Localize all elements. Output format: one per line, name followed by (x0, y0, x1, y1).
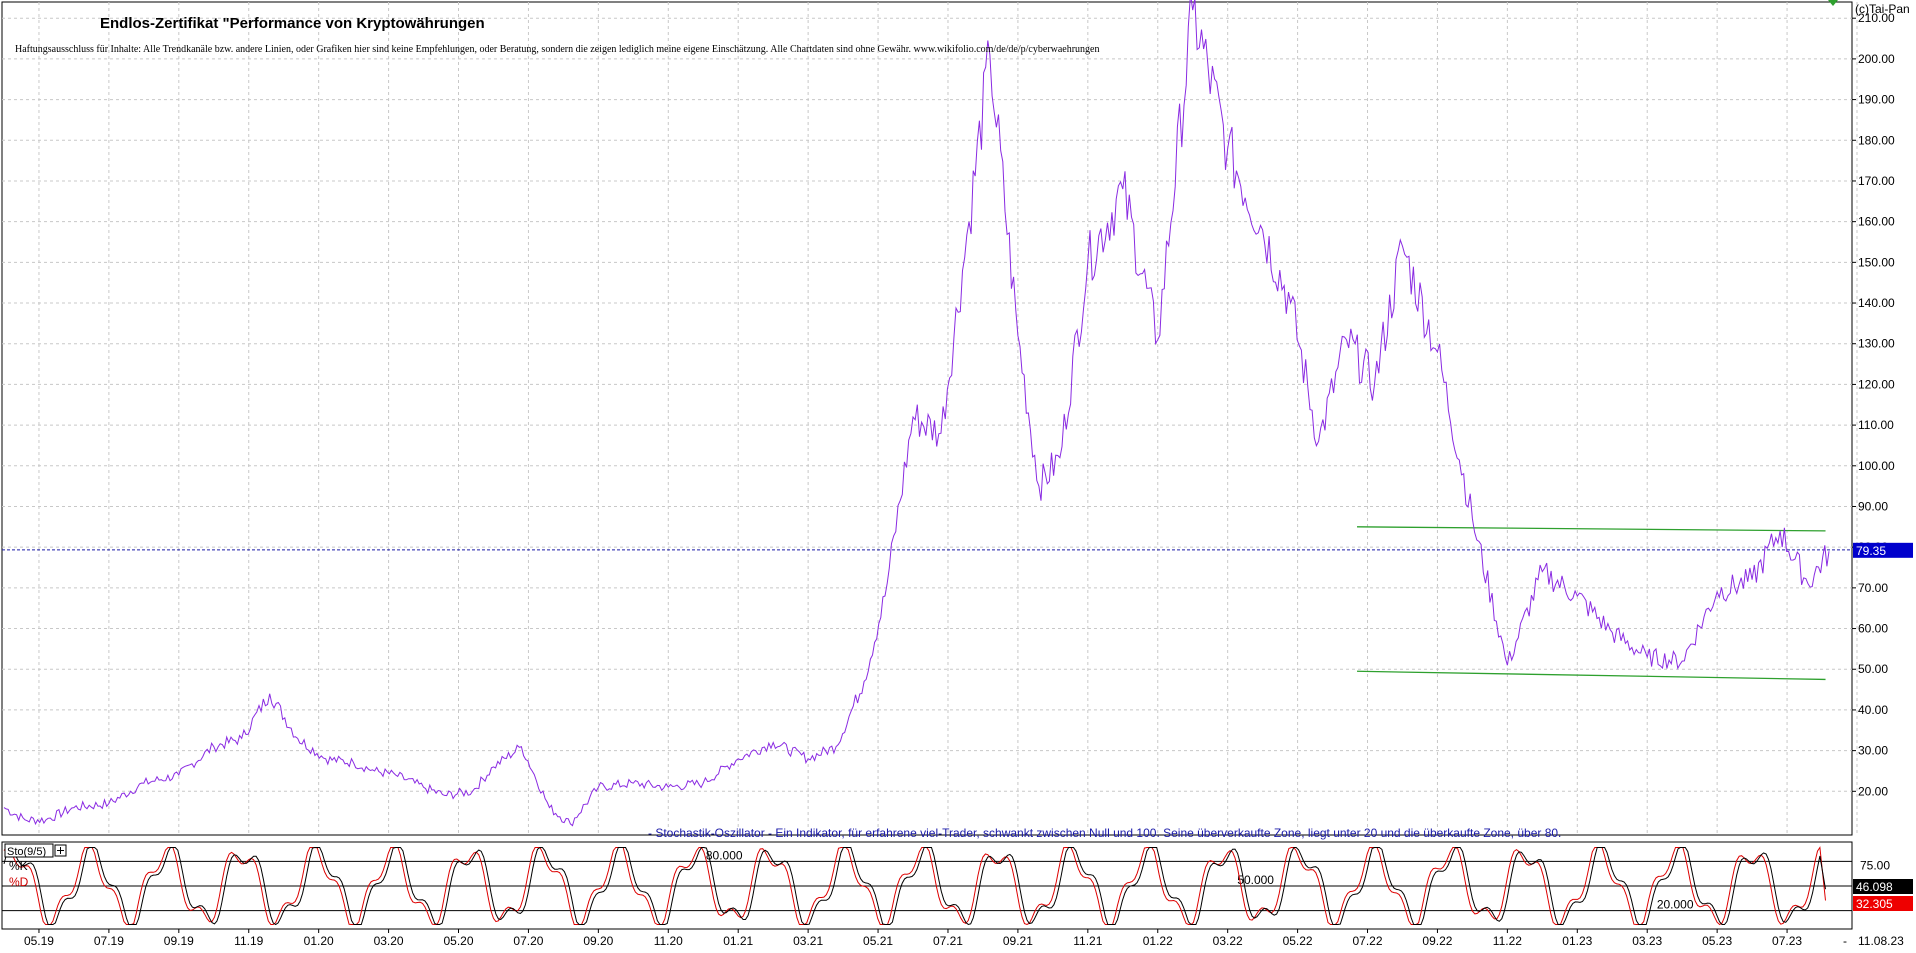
stochastic-level-label: 20.000 (1657, 898, 1694, 912)
x-tick-label: 11.22 (1493, 934, 1522, 948)
x-tick-label: 09.21 (1003, 934, 1033, 948)
indicator-label-box (4, 843, 54, 858)
channel-line (1357, 670, 1826, 681)
y-tick-label: 150.00 (1858, 255, 1895, 269)
y-tick-label: 90.00 (1858, 499, 1888, 513)
price-series-line (3, 0, 1830, 827)
x-tick-label: 07.19 (94, 934, 124, 948)
x-tick-label: 05.22 (1283, 934, 1313, 948)
x-tick-label: 03.20 (374, 934, 404, 948)
x-tick-label: 09.19 (164, 934, 194, 948)
x-tick-label: 11.20 (654, 934, 683, 948)
y-tick-label: 20.00 (1858, 784, 1888, 798)
current-price-badge-box (1853, 542, 1913, 558)
disclaimer-text: Haftungsausschluss für Inhalte: Alle Tre… (15, 44, 1100, 55)
x-tick-label: 05.23 (1702, 934, 1732, 948)
y-tick-label: 60.00 (1858, 622, 1888, 636)
y-tick-label: 140.00 (1858, 296, 1895, 310)
x-tick-label: 09.20 (583, 934, 613, 948)
x-tick-label: 07.20 (513, 934, 543, 948)
stochastic-level-label: 80.000 (706, 848, 743, 862)
chart-title: Endlos-Zertifikat "Performance von Krypt… (100, 15, 485, 32)
legend-d-label: %D (9, 875, 29, 889)
x-tick-label: 05.19 (24, 934, 54, 948)
price-panel-border (1, 1, 1853, 836)
k-value-label: 46.098 (1856, 880, 1893, 894)
trend-channel (1357, 526, 1826, 681)
channel-line (1357, 526, 1826, 532)
x-tick-label: 07.22 (1353, 934, 1383, 948)
stochastic-k-line (3, 847, 1826, 926)
y-tick-label: 70.00 (1858, 581, 1888, 595)
d-value-badge-box (1853, 896, 1913, 911)
stochastic-levels: 80.000 50.000 20.000 (2, 848, 1852, 912)
y-tick-label: 30.00 (1858, 744, 1888, 758)
k-value-badge-box (1853, 879, 1913, 894)
d-value-badge: 32.305 (1853, 896, 1913, 911)
x-tick-label: 11.21 (1073, 934, 1102, 948)
y-tick-label: 50.00 (1858, 662, 1888, 676)
current-price-label: 79.35 (1856, 544, 1886, 558)
y-tick-label: 40.00 (1858, 703, 1888, 717)
stochastic-legend: Sto(9/5) %K %D (4, 843, 67, 889)
x-tick-label: 03.23 (1632, 934, 1662, 948)
time-x-axis: 05.19 07.19 09.19 11.19 01.20 03.20 05.20 07.20… (24, 929, 1802, 948)
y-tick-label: 200.00 (1858, 52, 1895, 66)
current-price-badge: 79.35 (1853, 542, 1913, 558)
x-tick-label: 07.23 (1772, 934, 1802, 948)
k-value-badge: 46.098 (1853, 879, 1913, 894)
y-tick-label: 190.00 (1858, 93, 1895, 107)
x-tick-label: 07.21 (933, 934, 963, 948)
x-tick-label: 03.21 (793, 934, 823, 948)
d-value-label: 32.305 (1856, 897, 1893, 911)
x-axis-last-date: 11.08.23 (1858, 934, 1904, 948)
indicator-label: Sto(9/5) (7, 846, 46, 858)
stochastic-note: - Stochastik-Oszillator - Ein Indikator,… (648, 826, 1561, 840)
stochastic-tick-label: 75.00 (1860, 859, 1890, 873)
credit-label: (c)Tai-Pan (1855, 2, 1910, 16)
x-tick-label: 11.19 (234, 934, 263, 948)
x-tick-label: 01.22 (1143, 934, 1173, 948)
y-tick-label: 180.00 (1858, 133, 1895, 147)
y-tick-label: 170.00 (1858, 174, 1895, 188)
price-grid (2, 2, 1858, 835)
x-tick-label: 01.21 (723, 934, 753, 948)
x-tick-label: 01.23 (1562, 934, 1592, 948)
x-tick-label: 01.20 (304, 934, 334, 948)
price-panel: 20.0030.0040.0050.0060.0070.0080.0090.00… (1, 0, 1913, 840)
y-tick-label: 120.00 (1858, 377, 1895, 391)
y-tick-label: 130.00 (1858, 337, 1895, 351)
x-axis-minus-label: - (1843, 934, 1847, 948)
expand-icon[interactable] (54, 844, 67, 857)
price-y-axis: 20.0030.0040.0050.0060.0070.0080.0090.00… (1852, 11, 1895, 798)
stochastic-level-label: 50.000 (1237, 873, 1274, 887)
y-tick-label: 100.00 (1858, 459, 1895, 473)
x-tick-label: 05.20 (443, 934, 473, 948)
x-tick-label: 03.22 (1213, 934, 1243, 948)
y-tick-label: 210.00 (1858, 11, 1895, 25)
corner-marker-icon (1828, 0, 1838, 6)
y-tick-label: 160.00 (1858, 215, 1895, 229)
legend-k-label: %K (9, 859, 28, 873)
y-tick-label: 110.00 (1858, 418, 1894, 432)
x-tick-label: 05.21 (863, 934, 893, 948)
x-tick-label: 09.22 (1422, 934, 1452, 948)
